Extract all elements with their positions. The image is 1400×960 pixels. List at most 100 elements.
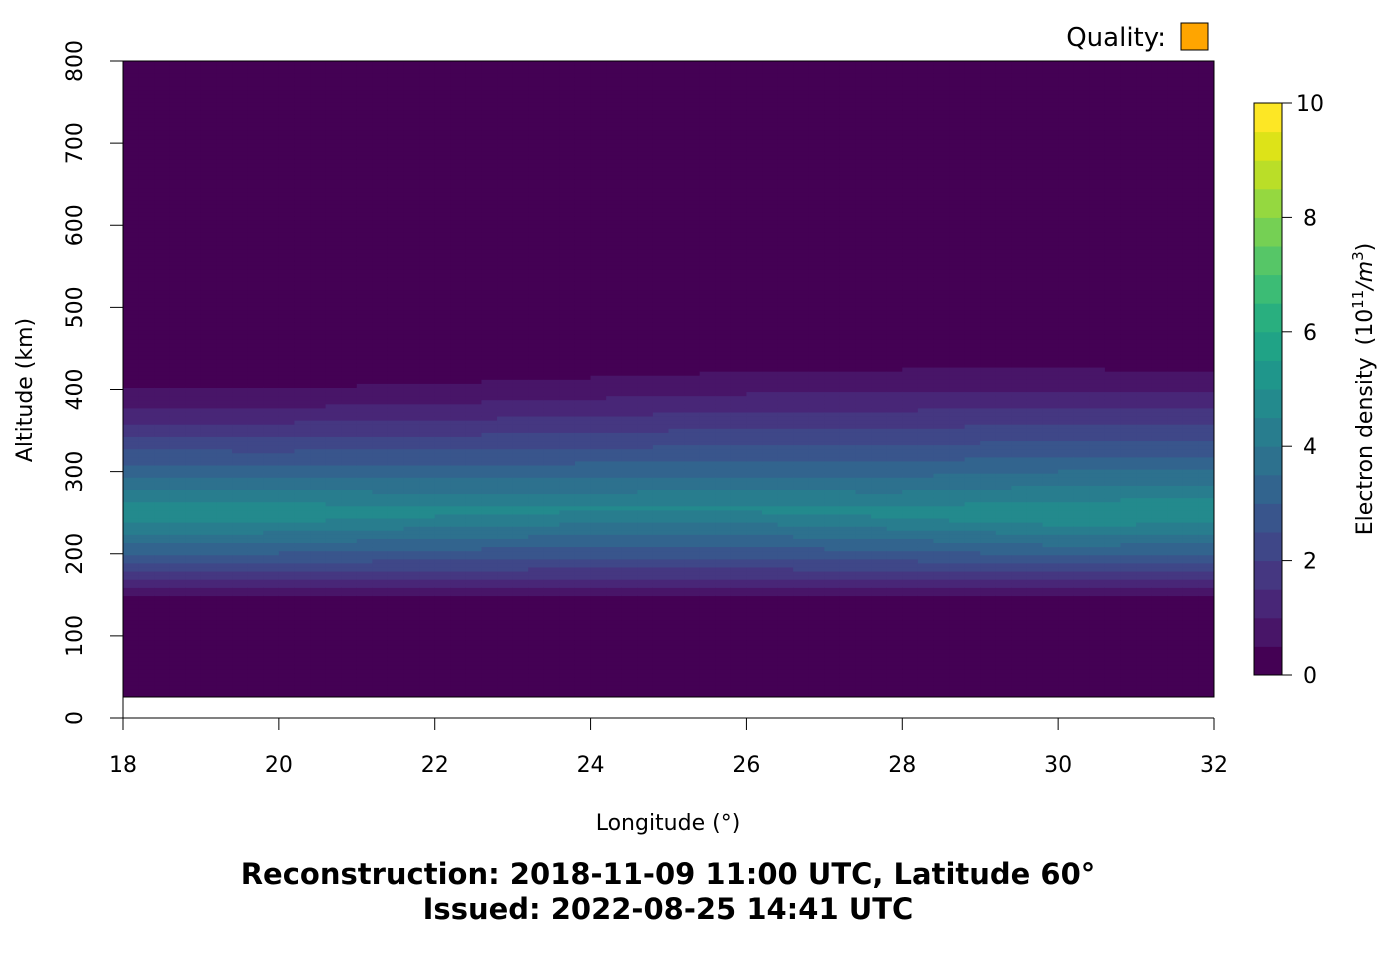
heatmap-cell xyxy=(387,591,405,597)
heatmap-cell xyxy=(559,583,576,588)
heatmap-cell xyxy=(419,579,436,584)
heatmap-cell xyxy=(138,285,155,291)
heatmap-cell xyxy=(278,538,296,544)
heatmap-cell xyxy=(200,265,218,270)
heatmap-cell xyxy=(590,481,607,486)
heatmap-cell xyxy=(481,538,498,544)
heatmap-cell xyxy=(294,81,311,87)
heatmap-cell xyxy=(216,403,233,409)
heatmap-cell xyxy=(216,432,233,437)
heatmap-cell xyxy=(434,150,451,156)
heatmap-cell xyxy=(278,146,296,152)
heatmap-cell xyxy=(528,420,545,425)
heatmap-cell xyxy=(185,81,202,87)
heatmap-cell xyxy=(325,440,342,446)
heatmap-cell xyxy=(263,309,280,315)
heatmap-cell xyxy=(232,309,249,315)
heatmap-cell xyxy=(528,436,545,442)
heatmap-cell xyxy=(294,607,311,613)
heatmap-cell xyxy=(341,297,358,303)
heatmap-cell xyxy=(434,142,451,148)
heatmap-cell xyxy=(356,599,373,605)
heatmap-cell xyxy=(450,395,467,401)
heatmap-cell xyxy=(450,546,467,552)
heatmap-cell xyxy=(606,65,623,70)
heatmap-cell xyxy=(434,216,451,221)
heatmap-cell xyxy=(200,411,218,417)
heatmap-cell xyxy=(325,318,342,323)
heatmap-cell xyxy=(341,260,358,266)
heatmap-cell xyxy=(590,501,607,507)
heatmap-cell xyxy=(356,497,373,503)
heatmap-cell xyxy=(372,477,389,482)
heatmap-cell xyxy=(356,440,373,446)
heatmap-cell xyxy=(590,167,607,172)
heatmap-cell xyxy=(559,350,576,356)
heatmap-cell xyxy=(294,358,311,364)
heatmap-cell xyxy=(185,468,202,474)
heatmap-cell xyxy=(310,444,327,450)
heatmap-cell xyxy=(154,65,171,70)
heatmap-cell xyxy=(325,350,342,356)
heatmap-cell xyxy=(263,228,280,233)
heatmap-cell xyxy=(310,591,327,597)
heatmap-cell xyxy=(216,330,233,335)
heatmap-cell xyxy=(294,391,311,397)
heatmap-cell xyxy=(465,371,483,376)
heatmap-cell xyxy=(590,505,607,511)
heatmap-cell xyxy=(325,281,342,286)
heatmap-cell xyxy=(310,575,327,580)
heatmap-cell xyxy=(310,497,327,503)
heatmap-cell xyxy=(123,415,140,421)
heatmap-cell xyxy=(372,187,389,193)
heatmap-cell xyxy=(263,322,280,327)
heatmap-cell xyxy=(528,285,545,291)
heatmap-cell xyxy=(481,269,498,274)
heatmap-cell xyxy=(559,171,576,176)
heatmap-cell xyxy=(497,517,514,523)
heatmap-cell xyxy=(169,517,186,523)
heatmap-cell xyxy=(559,411,576,417)
heatmap-cell xyxy=(403,203,420,209)
heatmap-cell xyxy=(294,350,311,356)
heatmap-cell xyxy=(574,546,592,552)
heatmap-cell xyxy=(419,305,436,311)
heatmap-cell xyxy=(497,403,514,409)
heatmap-cell xyxy=(169,285,186,291)
heatmap-cell xyxy=(450,587,467,592)
heatmap-cell xyxy=(481,318,498,323)
heatmap-cell xyxy=(216,444,233,450)
heatmap-cell xyxy=(372,542,389,548)
heatmap-cell xyxy=(356,477,373,482)
heatmap-cell xyxy=(278,485,296,490)
heatmap-cell xyxy=(387,554,405,560)
heatmap-cell xyxy=(497,628,514,633)
heatmap-cell xyxy=(497,195,514,201)
heatmap-cell xyxy=(154,395,171,401)
heatmap-cell xyxy=(512,595,529,601)
heatmap-cell xyxy=(450,497,467,503)
heatmap-cell xyxy=(247,220,264,225)
heatmap-cell xyxy=(450,460,467,466)
heatmap-cell xyxy=(200,656,218,662)
heatmap-cell xyxy=(590,346,607,352)
heatmap-cell xyxy=(278,293,296,299)
heatmap-cell xyxy=(434,493,451,499)
heatmap-cell xyxy=(123,126,140,131)
heatmap-cell xyxy=(185,322,202,327)
heatmap-cell xyxy=(497,603,514,609)
heatmap-cell xyxy=(387,685,405,690)
heatmap-cell xyxy=(216,342,233,348)
heatmap-cell xyxy=(263,668,280,674)
heatmap-cell xyxy=(543,550,560,556)
heatmap-cell xyxy=(606,301,623,307)
heatmap-cell xyxy=(543,366,560,372)
heatmap-cell xyxy=(341,448,358,454)
heatmap-cell xyxy=(123,379,140,384)
heatmap-cell xyxy=(481,322,498,327)
heatmap-cell xyxy=(528,379,545,384)
heatmap-cell xyxy=(419,546,436,552)
heatmap-cell xyxy=(590,497,607,503)
heatmap-cell xyxy=(341,681,358,686)
heatmap-cell xyxy=(387,387,405,393)
